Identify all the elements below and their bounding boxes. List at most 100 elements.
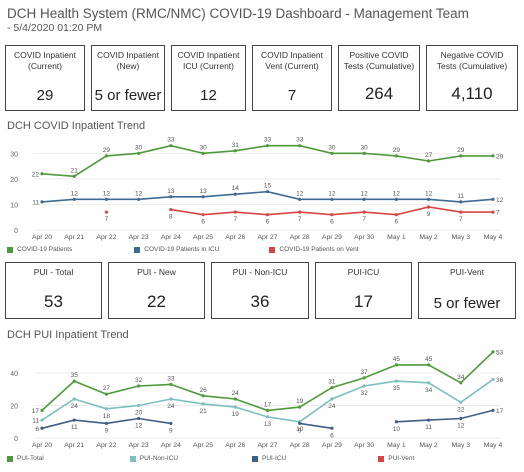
data-label: 7: [233, 216, 237, 223]
data-point-pui-non-icu[interactable]: [362, 384, 366, 388]
data-point-pui-icu[interactable]: [459, 416, 463, 421]
data-point-covid-19-patients[interactable]: [137, 151, 141, 155]
data-point-pui-non-icu[interactable]: [40, 418, 44, 422]
data-point-covid-19-patients[interactable]: [459, 154, 463, 158]
data-point-pui-icu[interactable]: [394, 420, 398, 424]
data-point-covid-19-patients-on-vent[interactable]: [265, 213, 270, 217]
data-point-covid-19-patients[interactable]: [72, 174, 76, 178]
data-point-covid-19-patients[interactable]: [330, 151, 334, 155]
data-point-covid-19-patients-in-icu[interactable]: [104, 197, 109, 201]
data-point-covid-19-patients-in-icu[interactable]: [330, 197, 334, 201]
data-point-pui-non-icu[interactable]: [459, 400, 463, 404]
data-point-pui-icu[interactable]: [40, 426, 44, 430]
legend-swatch-covid-patients: [7, 246, 13, 253]
y-tick-label: 0: [14, 436, 18, 443]
data-point-covid-19-patients-on-vent[interactable]: [104, 210, 109, 214]
data-point-pui-non-icu[interactable]: [201, 402, 205, 406]
data-point-pui-non-icu[interactable]: [137, 403, 141, 408]
data-point-covid-19-patients-on-vent[interactable]: [330, 213, 334, 217]
data-point-covid-19-patients-in-icu[interactable]: [394, 197, 398, 201]
data-point-pui-icu[interactable]: [104, 421, 109, 425]
data-point-pui-icu[interactable]: [298, 421, 302, 425]
x-tick-label: Apr 22: [96, 234, 116, 241]
data-point-pui-non-icu[interactable]: [394, 379, 398, 383]
data-point-pui-total[interactable]: [330, 386, 334, 390]
data-point-pui-non-icu[interactable]: [330, 397, 334, 401]
kpi-pui-icu[interactable]: PUI-ICU 17: [315, 262, 412, 319]
data-point-pui-total[interactable]: [72, 379, 76, 383]
data-point-pui-total[interactable]: [169, 382, 173, 386]
data-point-pui-icu[interactable]: [137, 416, 141, 421]
data-point-pui-icu[interactable]: [426, 418, 431, 422]
data-point-pui-total[interactable]: [459, 381, 463, 385]
data-point-covid-19-patients[interactable]: [362, 151, 366, 155]
data-point-pui-total[interactable]: [233, 397, 237, 401]
data-point-covid-19-patients-on-vent[interactable]: [201, 213, 205, 217]
data-point-pui-icu[interactable]: [169, 421, 173, 425]
kpi-pui-new[interactable]: PUI - New 22: [108, 262, 205, 319]
data-point-pui-total[interactable]: [104, 392, 109, 396]
data-point-pui-total[interactable]: [265, 408, 270, 412]
data-point-covid-19-patients-in-icu[interactable]: [459, 200, 463, 204]
data-point-covid-19-patients[interactable]: [40, 172, 44, 176]
data-point-pui-non-icu[interactable]: [426, 381, 431, 385]
data-point-covid-19-patients-in-icu[interactable]: [362, 197, 366, 201]
data-point-covid-19-patients[interactable]: [394, 154, 398, 158]
data-point-pui-total[interactable]: [394, 363, 398, 367]
data-point-covid-19-patients-in-icu[interactable]: [169, 195, 173, 199]
data-point-pui-total[interactable]: [40, 408, 44, 412]
kpi-pui-vent[interactable]: PUI-Vent 5 or fewer: [418, 262, 516, 319]
data-point-covid-19-patients-on-vent[interactable]: [298, 210, 302, 214]
kpi-pui-total[interactable]: PUI - Total 53: [5, 262, 102, 319]
data-point-pui-total[interactable]: [201, 394, 205, 398]
data-point-covid-19-patients[interactable]: [426, 159, 431, 163]
data-point-covid-19-patients-in-icu[interactable]: [72, 197, 76, 201]
data-point-pui-total[interactable]: [362, 376, 366, 380]
data-point-covid-19-patients-in-icu[interactable]: [40, 200, 44, 204]
data-point-covid-19-patients-in-icu[interactable]: [265, 190, 270, 194]
data-point-pui-total[interactable]: [426, 363, 431, 367]
data-point-pui-icu[interactable]: [72, 418, 76, 422]
kpi-value: 7: [287, 87, 297, 104]
data-point-covid-19-patients-in-icu[interactable]: [233, 192, 237, 196]
data-point-covid-19-patients[interactable]: [233, 149, 237, 153]
data-point-pui-total[interactable]: [137, 384, 141, 388]
kpi-covid-inpatient-icu[interactable]: COVID Inpatient ICU (Current) 12: [171, 45, 246, 111]
data-point-covid-19-patients-in-icu[interactable]: [201, 195, 205, 199]
data-point-pui-icu[interactable]: [491, 408, 495, 412]
data-point-pui-total[interactable]: [491, 350, 495, 354]
data-point-pui-non-icu[interactable]: [72, 397, 76, 401]
data-point-covid-19-patients-on-vent[interactable]: [459, 210, 463, 214]
data-point-covid-19-patients[interactable]: [104, 154, 109, 158]
data-point-pui-total[interactable]: [298, 405, 302, 409]
data-point-covid-19-patients[interactable]: [201, 151, 205, 155]
data-point-covid-19-patients-in-icu[interactable]: [426, 197, 431, 201]
kpi-covid-inpatient-current[interactable]: COVID Inpatient (Current) 29: [5, 45, 85, 111]
kpi-covid-inpatient-vent[interactable]: COVID Inpatient Vent (Current) 7: [252, 45, 332, 111]
data-point-covid-19-patients[interactable]: [169, 144, 173, 148]
data-point-covid-19-patients-in-icu[interactable]: [298, 197, 302, 201]
data-label: 11: [71, 424, 78, 431]
data-point-pui-icu[interactable]: [330, 426, 334, 430]
data-point-covid-19-patients-on-vent[interactable]: [362, 210, 366, 214]
kpi-negative-covid-tests[interactable]: Negative COVID Tests (Cumulative) 4,110: [426, 45, 518, 111]
data-point-covid-19-patients-on-vent[interactable]: [426, 205, 431, 209]
data-point-covid-19-patients[interactable]: [265, 144, 270, 148]
data-point-pui-non-icu[interactable]: [233, 405, 237, 409]
data-label: 24: [232, 390, 240, 397]
data-point-pui-non-icu[interactable]: [104, 407, 109, 411]
data-point-covid-19-patients[interactable]: [298, 144, 302, 148]
data-point-covid-19-patients-in-icu[interactable]: [491, 197, 495, 201]
kpi-positive-covid-tests[interactable]: Positive COVID Tests (Cumulative) 264: [338, 45, 420, 111]
data-point-covid-19-patients-on-vent[interactable]: [394, 213, 398, 217]
data-point-covid-19-patients-in-icu[interactable]: [137, 197, 141, 201]
kpi-covid-inpatient-new[interactable]: COVID Inpatient (New) 5 or fewer: [91, 45, 165, 111]
data-point-pui-non-icu[interactable]: [491, 377, 495, 382]
data-point-pui-non-icu[interactable]: [169, 397, 173, 401]
kpi-pui-non-icu[interactable]: PUI - Non-ICU 36: [211, 262, 309, 319]
data-point-pui-non-icu[interactable]: [265, 415, 270, 419]
data-point-covid-19-patients-on-vent[interactable]: [491, 210, 495, 214]
data-point-covid-19-patients-on-vent[interactable]: [169, 207, 173, 212]
data-point-covid-19-patients[interactable]: [491, 154, 495, 158]
data-point-covid-19-patients-on-vent[interactable]: [233, 210, 237, 214]
